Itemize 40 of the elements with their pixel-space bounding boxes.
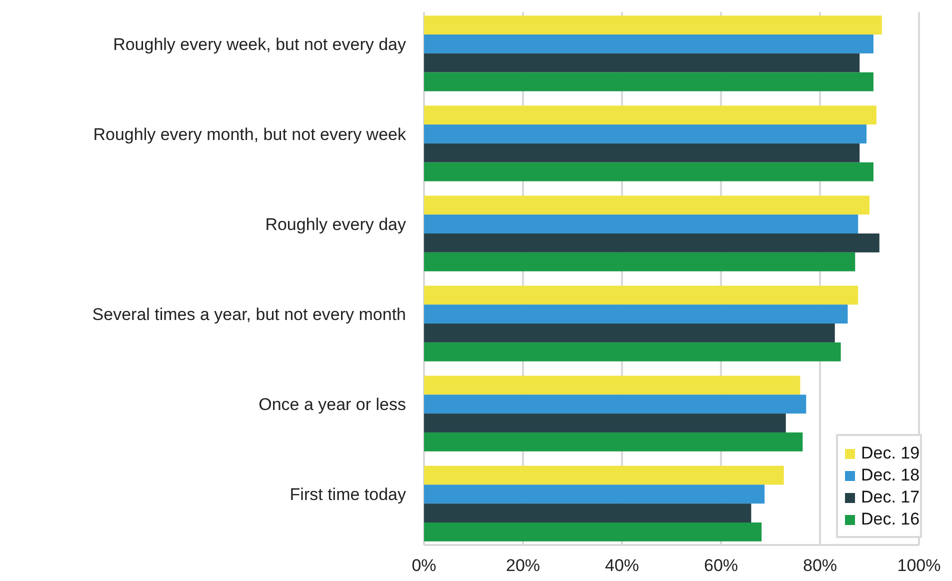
- bar: [424, 484, 765, 504]
- bar: [424, 72, 874, 92]
- bar: [424, 342, 841, 362]
- bar: [424, 162, 874, 182]
- bar: [424, 324, 835, 342]
- legend-label: Dec. 18: [861, 465, 920, 484]
- x-tick-label: 0%: [412, 556, 436, 575]
- y-tick-label: First time today: [290, 485, 406, 504]
- y-tick-label: Several times a year, but not every month: [92, 305, 406, 324]
- bar: [424, 466, 784, 485]
- bar: [424, 53, 860, 72]
- bar: [424, 304, 848, 324]
- x-tick-label: 100%: [897, 556, 941, 575]
- bar: [424, 34, 874, 54]
- bar: [424, 196, 870, 215]
- bar: [424, 414, 786, 432]
- bar: [424, 143, 860, 162]
- bar: [424, 214, 858, 234]
- bar: [424, 16, 882, 35]
- legend-label: Dec. 19: [861, 443, 920, 462]
- bar: [424, 376, 800, 395]
- bar: [424, 522, 762, 542]
- y-tick-label: Roughly every month, but not every week: [93, 124, 406, 144]
- x-tick-label: 80%: [802, 556, 838, 575]
- x-tick-label: 20%: [506, 556, 540, 575]
- bar: [424, 504, 752, 522]
- legend-label: Dec. 16: [861, 509, 920, 528]
- y-tick-label: Roughly every day: [265, 214, 406, 234]
- x-tick-label: 60%: [704, 556, 738, 575]
- bar: [424, 252, 856, 272]
- bar: [424, 286, 858, 305]
- bar: [424, 233, 880, 252]
- bar: [424, 124, 867, 144]
- y-tick-label: Roughly every week, but not every day: [113, 34, 406, 54]
- legend-label: Dec. 17: [861, 487, 920, 506]
- y-tick-label: Once a year or less: [258, 395, 406, 414]
- bar: [424, 432, 803, 452]
- bar: [424, 106, 876, 125]
- bar: [424, 394, 806, 414]
- x-tick-label: 40%: [604, 556, 640, 575]
